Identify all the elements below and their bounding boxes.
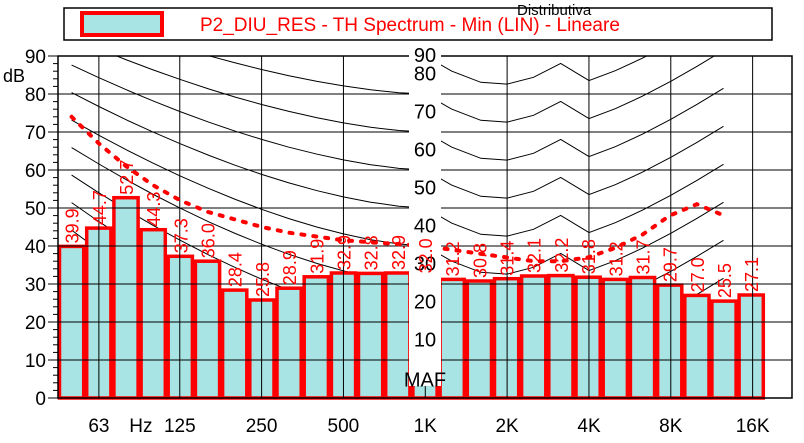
bar [574, 275, 602, 400]
value-label: 29.7 [661, 247, 681, 282]
bar [683, 293, 711, 400]
value-label: 28.9 [280, 250, 300, 285]
chart-title: Distributiva [517, 2, 592, 19]
isophon-label: 30 [414, 254, 436, 276]
x-tick-label: 4K [577, 416, 601, 437]
isophon-label: 60 [414, 140, 436, 162]
value-label: 27.0 [688, 257, 708, 292]
y-tick-label: 60 [25, 161, 46, 182]
threshold-series [69, 114, 726, 264]
isophon-label: 80 [414, 64, 436, 86]
isophon-curve [414, 56, 648, 85]
value-label: 32.9 [389, 235, 409, 270]
bar [166, 254, 195, 400]
y-tick-label: 0 [35, 389, 46, 410]
bar [710, 299, 738, 400]
value-label: 28.4 [226, 252, 246, 287]
bar [438, 277, 467, 400]
bar [193, 259, 222, 400]
value-label: 44.7 [90, 190, 110, 225]
bar [302, 275, 331, 400]
value-label: 25.8 [253, 262, 273, 297]
threshold-line [69, 114, 726, 264]
x-tick-label: 16K [736, 416, 770, 437]
x-tick-label: 125 [164, 416, 196, 437]
value-label: 31.2 [443, 241, 463, 276]
bar [112, 195, 140, 400]
x-tick-label: 500 [328, 416, 360, 437]
isophon-label: 50 [414, 178, 436, 200]
isophon-label: 70 [414, 102, 436, 124]
bar [492, 276, 521, 400]
bar [737, 293, 766, 400]
y-axis: 0 10 20 30 40 50 60 70 80 90 [25, 47, 58, 410]
y-tick-label: 50 [25, 199, 46, 220]
y-tick-label: 90 [25, 47, 46, 68]
value-label: 31.7 [634, 239, 654, 274]
y-tick-label: 20 [25, 313, 46, 334]
value-label: 25.5 [715, 263, 735, 298]
x-tick-label: 8K [659, 416, 683, 437]
x-tick-label: 63 [88, 416, 109, 437]
x-tick-label: Hz [129, 416, 152, 437]
value-label: 32.9 [334, 235, 354, 270]
bar [220, 288, 249, 400]
bar [465, 279, 494, 400]
legend-swatch [80, 11, 164, 37]
value-label: 37.3 [171, 218, 191, 253]
value-label: 31.4 [498, 241, 518, 276]
value-label: 31.8 [579, 239, 599, 274]
x-tick-label: 1K [414, 416, 438, 437]
isophon-label: 10 [414, 330, 436, 352]
x-tick-label: 250 [246, 416, 278, 437]
value-label: 32.2 [552, 238, 572, 273]
legend: P2_DIU_RES - TH Spectrum - Min (LIN) - L… [63, 7, 773, 41]
x-tick-label: 2K [495, 416, 519, 437]
value-label: 32.1 [525, 238, 545, 273]
bar [275, 286, 303, 400]
value-label: 31.9 [307, 239, 327, 274]
x-axis: 63 Hz 125 250 500 1K 2K 4K 8K 16K [88, 416, 769, 437]
value-label: 32.0 [416, 238, 436, 273]
isophon-label: 40 [414, 216, 436, 238]
isophon-label: MAF [404, 370, 446, 392]
value-label: 36.0 [199, 223, 219, 258]
legend-label: P2_DIU_RES - TH Spectrum - Min (LIN) - L… [200, 15, 620, 36]
y-tick-label: 10 [25, 351, 46, 372]
y-tick-label: 70 [25, 123, 46, 144]
isophon-label: 90 [414, 45, 436, 67]
isophon-curve [207, 56, 716, 123]
value-label: 31.2 [606, 241, 626, 276]
value-label: 30.8 [470, 243, 490, 278]
bar [601, 277, 630, 400]
value-labels: 39.9 44.7 52.7 44.3 37.3 36.0 28.4 25.8 28.9 31.9… [63, 160, 763, 298]
value-label: 32.8 [362, 235, 382, 270]
value-label: 27.1 [742, 257, 762, 292]
y-axis-label: dB [3, 66, 25, 86]
legend-box [63, 7, 773, 41]
bar [628, 275, 657, 400]
isophon-label-strip [409, 52, 441, 386]
value-label: 44.3 [144, 192, 164, 227]
value-label: 52.7 [117, 160, 137, 195]
y-tick-label: 40 [25, 237, 46, 258]
bar [139, 227, 168, 400]
bar [655, 283, 684, 400]
value-label: 39.9 [63, 208, 83, 243]
isophon-label: 20 [414, 292, 436, 314]
y-tick-label: 30 [25, 275, 46, 296]
y-tick-label: 80 [25, 85, 46, 106]
bar [519, 274, 548, 400]
bar [356, 271, 385, 400]
bar [547, 273, 575, 400]
